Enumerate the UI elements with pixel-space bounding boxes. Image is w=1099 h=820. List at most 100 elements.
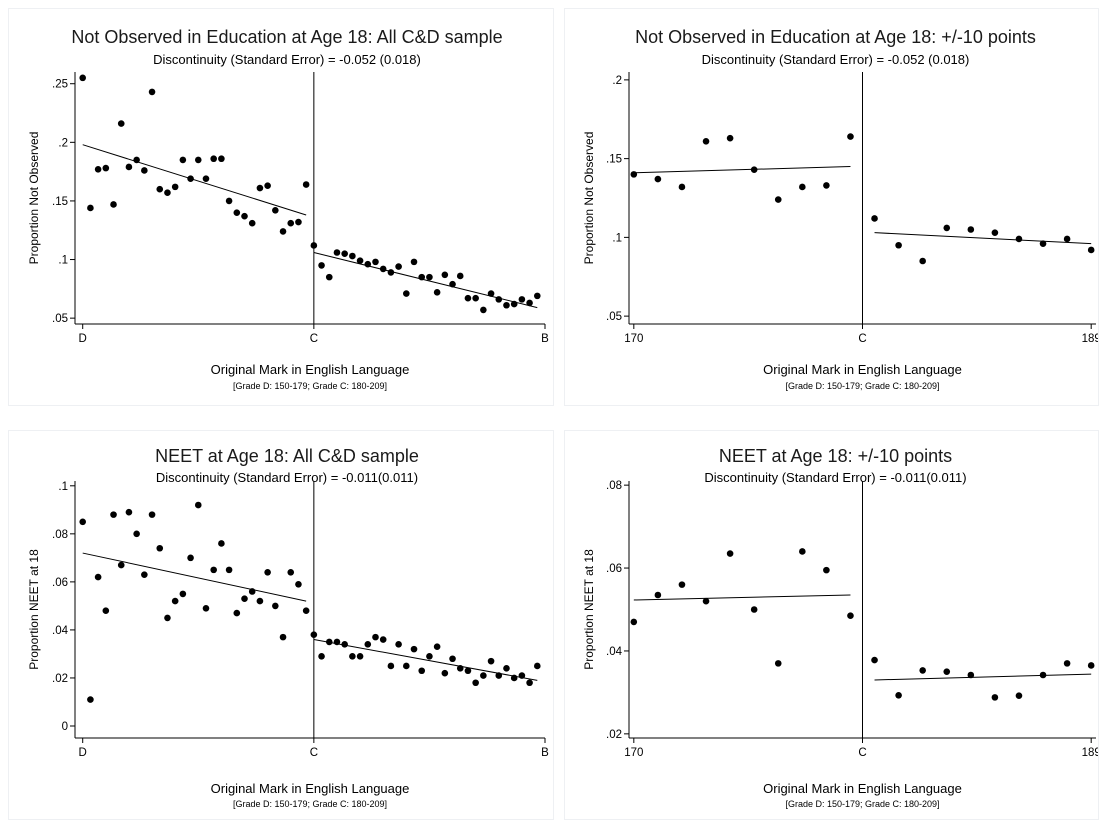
chart-subtitle: Discontinuity (Standard Error) = -0.011(… [704, 470, 966, 485]
data-point [310, 631, 318, 639]
data-point [702, 138, 710, 145]
data-point [110, 201, 117, 208]
data-point [919, 667, 926, 674]
data-point [464, 667, 472, 675]
data-point [325, 638, 333, 646]
y-tick-label: .06 [52, 577, 68, 589]
data-point [1063, 660, 1071, 667]
data-point [225, 566, 233, 574]
data-point [456, 665, 464, 672]
x-tick-label: C [310, 333, 318, 345]
data-point [333, 249, 341, 256]
fit-line-left [82, 552, 307, 602]
y-tick-label: .2 [612, 75, 622, 87]
data-point [187, 175, 194, 182]
data-point [264, 182, 271, 189]
data-point [356, 257, 364, 265]
data-point [264, 568, 271, 576]
data-point [750, 166, 758, 173]
data-point [895, 241, 902, 249]
data-point [248, 588, 256, 595]
fit-line-left [633, 166, 851, 174]
data-point [1087, 246, 1095, 254]
data-point [1015, 235, 1023, 243]
data-point [967, 671, 975, 679]
data-point [287, 219, 295, 227]
fit-line-left [633, 594, 851, 601]
y-tick-label: .05 [52, 313, 68, 325]
y-tick-label: .15 [52, 196, 68, 208]
data-point [472, 294, 479, 302]
data-point [341, 641, 348, 648]
data-point [426, 273, 433, 281]
data-point [164, 189, 171, 197]
data-point [1039, 671, 1047, 679]
data-point [333, 638, 341, 646]
data-point [156, 544, 164, 552]
data-point [387, 662, 395, 670]
y-tick-label: .1 [58, 481, 68, 493]
data-point [630, 171, 638, 178]
data-point [464, 294, 472, 302]
data-point [1063, 235, 1071, 243]
data-point [480, 672, 487, 679]
data-point [117, 561, 125, 569]
x-axis-label: Original Mark in English Language [763, 362, 962, 377]
data-point [991, 229, 999, 236]
data-point [272, 602, 279, 610]
data-point [750, 606, 758, 613]
data-point [171, 597, 179, 605]
data-point [480, 306, 487, 314]
data-point [241, 595, 248, 602]
data-point [441, 271, 449, 279]
data-point [341, 250, 348, 257]
x-axis-note: [Grade D: 150-179; Grade C: 180-209] [233, 799, 387, 809]
data-point [202, 604, 210, 612]
data-point [349, 252, 356, 260]
data-point [325, 273, 333, 281]
data-point [349, 653, 356, 660]
data-point [179, 156, 187, 164]
data-point [433, 289, 441, 296]
y-axis-label: Proportion Not Observed [582, 132, 596, 265]
x-tick-label: C [858, 747, 866, 759]
data-point [210, 155, 217, 163]
y-tick-label: .04 [606, 646, 623, 658]
data-point [433, 643, 441, 651]
data-point [225, 197, 233, 205]
data-point [94, 165, 102, 173]
data-point [87, 204, 94, 212]
chart-subtitle: Discontinuity (Standard Error) = -0.011(… [156, 470, 418, 485]
y-tick-label: 0 [62, 721, 68, 733]
y-tick-label: .15 [606, 154, 622, 166]
x-axis-note: [Grade D: 150-179; Grade C: 180-209] [785, 799, 939, 809]
y-tick-label: .04 [52, 625, 69, 637]
y-tick-label: .1 [612, 232, 622, 244]
x-tick-label: 189 [1082, 333, 1098, 345]
data-point [526, 679, 533, 687]
data-point [295, 218, 302, 226]
data-point [379, 265, 387, 273]
data-point [117, 120, 125, 127]
data-point [510, 300, 518, 308]
y-tick-label: .02 [606, 729, 622, 741]
data-point [287, 568, 295, 576]
data-point [87, 696, 94, 703]
data-point [256, 184, 264, 192]
scatter-chart: NEET at Age 18: +/-10 points Discontinuit… [582, 446, 1098, 809]
data-point [774, 196, 782, 203]
data-point [164, 614, 171, 622]
panel-top-left: Not Observed in Education at Age 18: All… [8, 8, 554, 406]
chart-title: NEET at Age 18: All C&D sample [155, 446, 419, 466]
chart-title: Not Observed in Education at Age 18: +/-… [635, 27, 1036, 47]
data-point [295, 580, 302, 588]
data-point [372, 258, 379, 266]
data-point [302, 181, 310, 188]
data-point [187, 554, 194, 562]
x-tick-label: D [79, 747, 87, 759]
fit-line-right [874, 232, 1092, 245]
data-point [218, 540, 225, 547]
y-tick-label: .08 [606, 480, 622, 492]
data-point [356, 653, 364, 660]
data-point [372, 633, 379, 641]
